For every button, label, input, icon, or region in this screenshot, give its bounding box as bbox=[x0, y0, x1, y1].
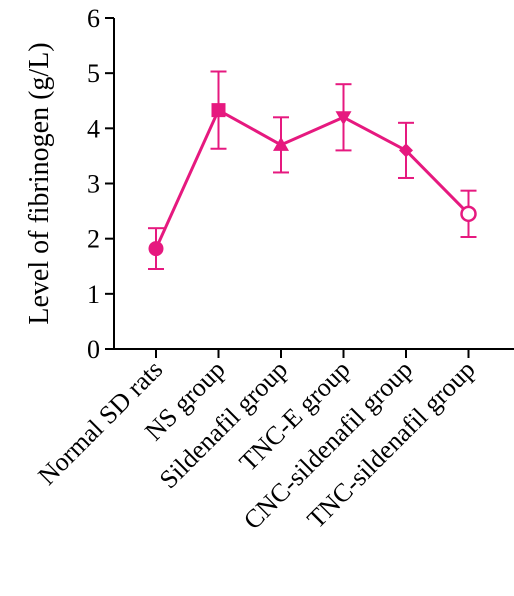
y-axis-ticks: 0 1 2 3 4 5 6 bbox=[87, 4, 114, 364]
axes bbox=[113, 18, 514, 350]
y-tick-label: 5 bbox=[87, 59, 100, 88]
y-tick-label: 1 bbox=[87, 280, 100, 309]
data-point-circle bbox=[148, 241, 164, 257]
y-axis-title: Level of fibrinogen (g/L) bbox=[24, 42, 55, 324]
y-tick-label: 3 bbox=[87, 170, 100, 199]
data-point-square bbox=[211, 103, 226, 118]
y-tick-label: 0 bbox=[87, 335, 100, 364]
data-point-open-circle bbox=[460, 205, 477, 223]
y-tick-label: 4 bbox=[87, 114, 100, 143]
series-line bbox=[154, 108, 470, 250]
y-tick-label: 6 bbox=[87, 4, 100, 33]
data-point-diamond bbox=[399, 143, 413, 158]
y-tick-label: 2 bbox=[87, 225, 100, 254]
series-layer bbox=[148, 70, 477, 271]
data-point-triangle-down bbox=[335, 111, 352, 126]
data-point-triangle-up bbox=[273, 136, 289, 151]
